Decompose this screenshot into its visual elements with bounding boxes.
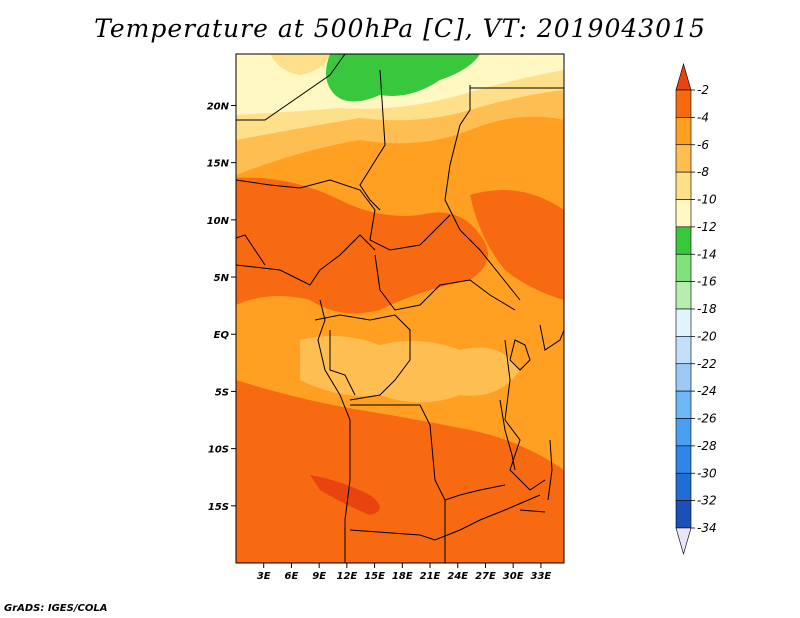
- colorbar-segment: [675, 336, 692, 365]
- lat-tick-label: 5N: [214, 273, 230, 284]
- lat-tick-label: 15S: [208, 502, 229, 513]
- colorbar: -2 -4 -6 -8 -10 -12 -14 -16 -18 -20 -22 -24 -26 -28 -3…: [675, 62, 717, 556]
- border-line: [236, 234, 376, 286]
- border-line: [359, 69, 386, 211]
- border-line: [444, 85, 521, 301]
- colorbar-label: -2: [697, 83, 709, 97]
- lon-tick-label: 24E: [447, 571, 468, 582]
- colorbar-segment: [675, 390, 692, 419]
- map-title: Temperature at 500hPa [C], VT: 201904301…: [94, 14, 706, 43]
- colorbar-label: -34: [697, 521, 717, 535]
- colorbar-segment: [675, 199, 692, 228]
- colorbar-segment: [675, 418, 692, 447]
- coast-line: [236, 234, 266, 266]
- field-band-10to12-pocket: [270, 54, 330, 75]
- lake-line: [509, 339, 531, 371]
- colorbar-segment: [675, 445, 692, 474]
- border-line: [236, 179, 451, 251]
- lake-line: [499, 399, 516, 471]
- border-line: [374, 254, 516, 311]
- border-line: [349, 494, 541, 541]
- colorbar-segment: [675, 89, 692, 118]
- colorbar-label: -16: [697, 275, 717, 289]
- country-borders: [236, 54, 564, 563]
- lake-line: [547, 439, 553, 501]
- colorbar-label: -28: [697, 439, 717, 453]
- colorbar-label: -8: [697, 165, 709, 179]
- colorbar-segment: [675, 500, 692, 529]
- colorbar-segment: [675, 226, 692, 255]
- coast-line: [317, 299, 351, 563]
- border-line: [314, 314, 411, 401]
- field-band-6to8-center: [300, 336, 520, 403]
- colorbar-segment: [675, 253, 692, 282]
- colorbar-label: -12: [697, 220, 717, 234]
- lon-tick-label: 15E: [364, 571, 385, 582]
- colorbar-label: -18: [697, 302, 717, 316]
- lat-tick-label: EQ: [214, 330, 230, 341]
- lat-tick-label: 15N: [207, 159, 230, 170]
- lat-tick-label: 10N: [207, 216, 230, 227]
- lake-line: [519, 509, 546, 513]
- lon-tick-label: 27E: [475, 571, 496, 582]
- longitude-axis: 3E 6E 9E 12E 15E 18E 21E 24E 27E 30E 33E: [257, 563, 552, 582]
- credit-label: GrADS: IGES/COLA: [4, 603, 108, 614]
- colorbar-cap-top: [675, 62, 692, 91]
- latitude-axis: 20N 15N 10N 5N EQ 5S 10S 15S: [207, 101, 236, 513]
- lat-tick-label: 5S: [215, 387, 229, 398]
- map-frame: [235, 53, 565, 564]
- colorbar-label: -30: [697, 466, 717, 480]
- colorbar-label: -22: [697, 357, 717, 371]
- colorbar-label: -24: [697, 384, 717, 398]
- border-line: [236, 54, 346, 121]
- colorbar-segment: [675, 308, 692, 337]
- colorbar-label: -4: [697, 110, 709, 124]
- colorbar-segment: [675, 171, 692, 200]
- colorbar-label: -26: [697, 412, 717, 426]
- lon-tick-label: 6E: [285, 571, 299, 582]
- border-line: [350, 404, 506, 501]
- field-band-4to6-east: [470, 190, 564, 300]
- colorbar-segment: [675, 117, 692, 146]
- field-band-12to14-north: [326, 54, 480, 102]
- lon-tick-label: 18E: [392, 571, 413, 582]
- lon-tick-label: 3E: [257, 571, 271, 582]
- border-line: [504, 339, 546, 491]
- colorbar-label: -32: [697, 494, 717, 508]
- colorbar-label: -6: [697, 138, 709, 152]
- colorbar-cap-bottom: [675, 527, 692, 556]
- lon-tick-label: 21E: [420, 571, 441, 582]
- lat-tick-label: 20N: [207, 101, 230, 112]
- lon-tick-label: 12E: [336, 571, 357, 582]
- colorbar-segment: [675, 281, 692, 310]
- border-line: [329, 330, 356, 396]
- lon-tick-label: 30E: [503, 571, 524, 582]
- lon-tick-label: 9E: [312, 571, 326, 582]
- colorbar-label: -10: [697, 193, 717, 207]
- colorbar-label: -20: [697, 329, 717, 343]
- colorbar-segment: [675, 472, 692, 501]
- field-band-4to6-south: [236, 380, 564, 563]
- field-band-2to4-south: [310, 475, 380, 515]
- colorbar-segment: [675, 363, 692, 392]
- lon-tick-label: 33E: [531, 571, 552, 582]
- border-line: [539, 324, 564, 351]
- colorbar-label: -14: [697, 247, 717, 261]
- lat-tick-label: 10S: [208, 445, 229, 456]
- colorbar-segment: [675, 144, 692, 173]
